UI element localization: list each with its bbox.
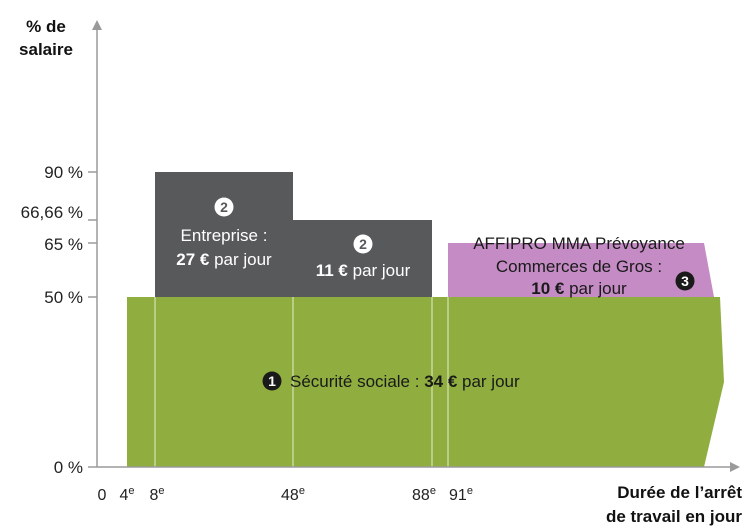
axes-layer [88, 20, 740, 472]
y-tick-label: 65 % [44, 235, 83, 254]
y-tick-label: 66,66 % [21, 203, 83, 222]
y-axis-title: % de [26, 17, 66, 36]
band-entreprise-66 [293, 220, 432, 297]
y-tick-label: 90 % [44, 163, 83, 182]
x-tick-label: 88e [412, 485, 436, 504]
x-axis-title: de travail en jour [606, 507, 742, 526]
marker-affipro-circle [675, 271, 695, 291]
label-entreprise-line1: Entreprise : [181, 226, 268, 245]
band-securite-sociale [127, 297, 724, 467]
marker-securite-sociale-number: 1 [268, 373, 276, 389]
x-tick-label: 91e [449, 485, 473, 504]
x-tick-label: 8e [149, 485, 164, 504]
label-securite-sociale: Sécurité sociale : 34 € par jour [290, 372, 520, 391]
y-tick-label: 0 % [54, 458, 83, 477]
x-tick-label: 4e [119, 485, 134, 504]
y-axis-arrow [92, 20, 102, 30]
guides-layer [154, 297, 449, 467]
marker-entreprise-66-number: 2 [359, 236, 367, 252]
band-affipro [448, 243, 714, 297]
label-entreprise-line2: 27 € par jour [176, 250, 272, 269]
x-tick-label: 0 [98, 487, 107, 504]
y-axis-title: salaire [19, 40, 73, 59]
x-axis-title: Durée de l’arrêt [617, 483, 742, 502]
marker-entreprise-66-circle [353, 234, 373, 254]
labels-layer: 0 % 50 % 65 % 66,66 % 90 % 0 4e 8e 48e 88e 91e % de… [19, 17, 742, 526]
label-entreprise-66: 11 € par jour [316, 261, 411, 280]
marker-entreprise-90-number: 2 [220, 199, 228, 215]
label-affipro-line3: 10 € par jour [531, 279, 627, 298]
x-tick-label: 48e [281, 485, 305, 504]
marker-affipro-number: 3 [681, 273, 689, 289]
y-tick-label: 50 % [44, 288, 83, 307]
marker-entreprise-90-circle [214, 197, 234, 217]
label-affipro-line2: Commerces de Gros : [496, 257, 662, 276]
bars-layer [127, 172, 724, 467]
x-axis-arrow [730, 462, 740, 472]
band-entreprise-90 [155, 172, 293, 297]
label-affipro-line1: AFFIPRO MMA Prévoyance [473, 234, 685, 253]
marker-securite-sociale-circle [262, 371, 282, 391]
